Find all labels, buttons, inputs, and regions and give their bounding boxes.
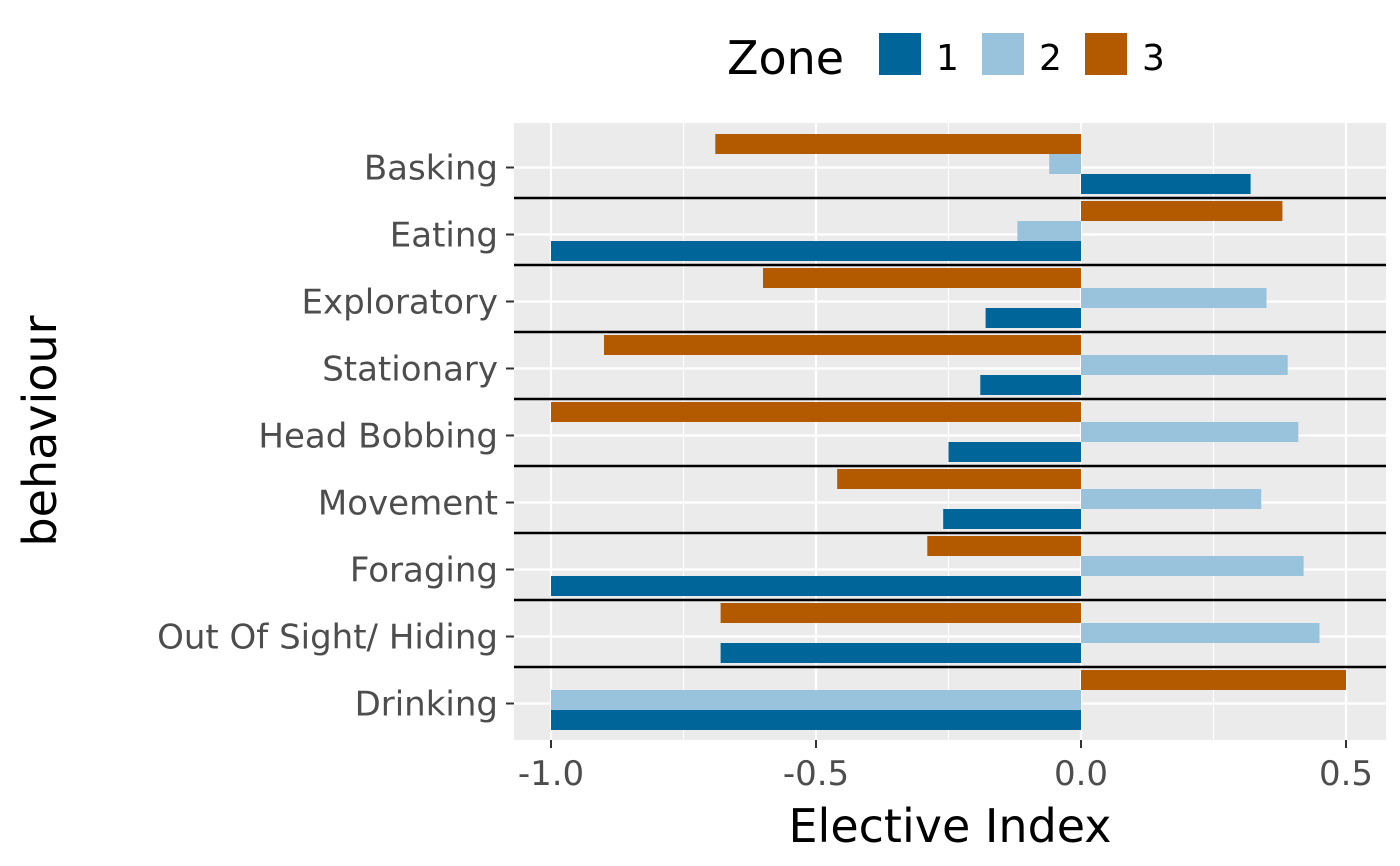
bar-zone-3 — [927, 536, 1081, 556]
bar-zone-2 — [1017, 221, 1081, 241]
bar-zone-1 — [948, 442, 1081, 462]
x-tick-label: 0.0 — [1054, 754, 1108, 794]
bar-zone-3 — [763, 268, 1081, 288]
y-tick-label: Foraging — [350, 551, 498, 591]
bar-zone-1 — [551, 241, 1081, 261]
bar-zone-2 — [551, 690, 1081, 710]
bar-zone-2 — [1081, 556, 1304, 576]
bar-zone-1 — [551, 710, 1081, 730]
bar-zone-1 — [985, 308, 1081, 328]
bar-zone-2 — [1081, 623, 1320, 643]
x-tick-label: -0.5 — [783, 754, 849, 794]
y-axis: Basking Eating Exploratory Stationary Head B… — [157, 149, 514, 725]
legend-title: Zone — [727, 31, 844, 85]
legend-label-zone-2: 2 — [1039, 38, 1062, 79]
bar-zone-3 — [604, 335, 1081, 355]
bar-zone-1 — [720, 643, 1081, 663]
y-tick-label: Out Of Sight/ Hiding — [157, 618, 498, 658]
legend-key-zone-3 — [1083, 31, 1129, 77]
bar-zone-3 — [715, 134, 1081, 154]
x-tick-label: 0.5 — [1319, 754, 1373, 794]
bar-zone-1 — [1081, 174, 1251, 194]
x-tick-label: -1.0 — [518, 754, 584, 794]
y-tick-label: Exploratory — [302, 283, 498, 323]
bar-zone-3 — [551, 402, 1081, 422]
group-separators — [514, 196, 1386, 669]
legend: Zone 1 2 3 — [727, 31, 1165, 85]
y-tick-label: Basking — [364, 149, 498, 189]
legend-label-zone-3: 3 — [1142, 38, 1165, 79]
x-axis: -1.0 -0.5 0.0 0.5 — [518, 740, 1373, 794]
y-tick-label: Stationary — [322, 350, 498, 390]
bar-zone-3 — [837, 469, 1081, 489]
y-tick-label: Head Bobbing — [258, 417, 498, 457]
bar-zone-3 — [1081, 670, 1346, 690]
legend-key-zone-1 — [877, 31, 923, 77]
bar-zone-1 — [551, 576, 1081, 596]
bars — [551, 134, 1346, 730]
y-tick-label: Movement — [318, 484, 498, 524]
bar-zone-2 — [1081, 288, 1267, 308]
y-tick-label: Drinking — [355, 685, 498, 725]
legend-label-zone-1: 1 — [936, 38, 959, 79]
y-tick-label: Eating — [390, 216, 498, 256]
bar-zone-2 — [1049, 154, 1081, 174]
x-axis-title: Elective Index — [788, 799, 1111, 853]
y-axis-title: behaviour — [13, 315, 67, 546]
bar-zone-3 — [720, 603, 1081, 623]
bar-zone-2 — [1081, 489, 1262, 509]
bar-zone-2 — [1081, 355, 1288, 375]
legend-key-zone-2 — [980, 31, 1026, 77]
bar-zone-1 — [980, 375, 1081, 395]
bar-zone-3 — [1081, 201, 1283, 221]
bar-zone-1 — [943, 509, 1081, 529]
bar-zone-2 — [1081, 422, 1299, 442]
